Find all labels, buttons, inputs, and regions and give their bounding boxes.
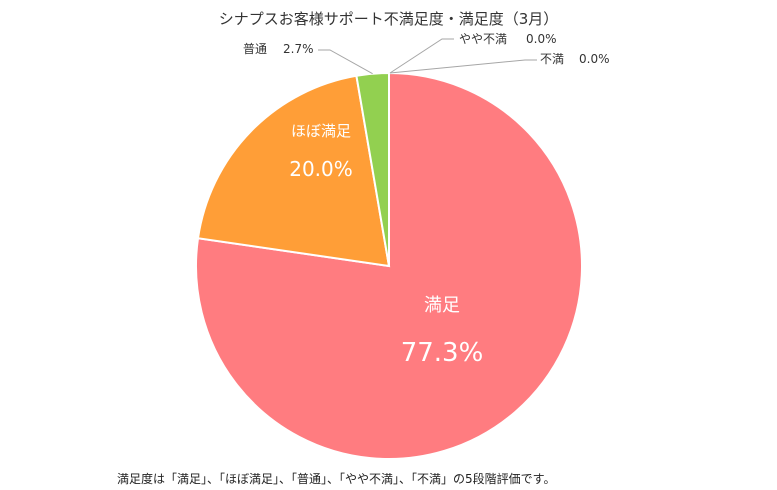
slice-label-futsu: 普通 [243,42,267,56]
leader-lines [318,38,537,75]
slice-value-manzoku: 77.3% [401,338,484,368]
slice-labels: 満足 77.3% ほぼ満足 20.0% 普通 2.7% やや不満 0.0% 不満… [243,32,610,368]
leader-yayafuman [389,38,454,74]
slice-value-futsu: 2.7% [283,42,314,56]
pie-slice-1 [196,74,391,268]
pie-slices [195,71,583,460]
slice-value-yayafuman: 0.0% [526,32,557,46]
leader-fuman [389,59,537,74]
chart-title: シナプスお客様サポート不満足度・満足度（3月） [218,10,559,28]
slice-label-manzoku: 満足 [424,295,460,316]
slice-label-hobomanzoku: ほぼ満足 [291,122,351,140]
slice-label-fuman: 不満 [540,52,564,66]
leader-futsu [318,49,373,75]
slice-value-hobomanzoku: 20.0% [289,157,353,181]
slice-label-yayafuman: やや不満 [459,32,507,46]
slice-value-fuman: 0.0% [579,52,610,66]
chart-footnote: 満足度は「満足」、「ほぼ満足」、「普通」、「やや不満」、「不満」の5段階評価です… [117,472,556,486]
